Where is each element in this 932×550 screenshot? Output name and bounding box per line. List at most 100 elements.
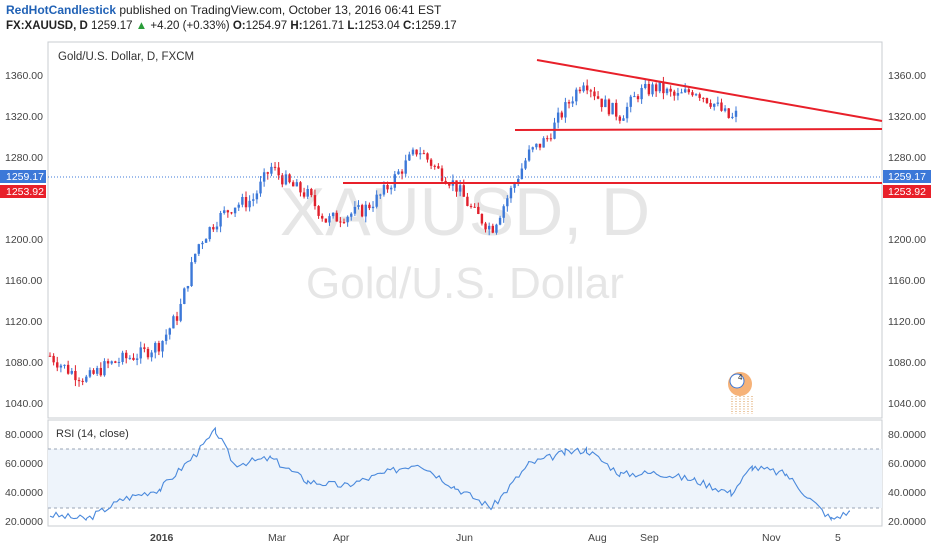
- candle-body: [517, 178, 520, 184]
- candle-body: [273, 166, 277, 168]
- candle-body: [549, 138, 553, 140]
- candle-body: [448, 183, 451, 186]
- x-tick: Apr: [333, 532, 350, 544]
- candle-body: [233, 207, 237, 214]
- candle-body: [208, 227, 211, 240]
- candle-body: [498, 217, 502, 225]
- candle-body: [95, 367, 99, 374]
- current-price-tag-left: [0, 170, 46, 183]
- candle-body: [571, 101, 574, 104]
- candle-body: [698, 94, 701, 98]
- candle-body: [74, 370, 77, 381]
- current-price-label-right: 1259.17: [888, 171, 926, 183]
- candle-body: [651, 84, 654, 95]
- candle-body: [400, 171, 404, 174]
- candle-body: [128, 357, 132, 359]
- rsi-title: RSI (14, close): [56, 428, 129, 440]
- support-price-tag-right: [883, 185, 931, 198]
- candle-body: [172, 316, 175, 329]
- low-value: 1253.04: [358, 20, 400, 32]
- y-tick-left: 1200.00: [5, 234, 43, 246]
- watermark-symbol: XAUUSD, D: [280, 174, 650, 250]
- candle-body: [241, 196, 244, 205]
- candle-body: [393, 174, 397, 188]
- up-arrow-icon: ▲: [135, 20, 148, 32]
- candle-body: [491, 225, 495, 233]
- candle-body: [110, 361, 113, 364]
- candle-body: [691, 92, 694, 96]
- candle-body: [506, 198, 509, 207]
- y-tick-left: 1320.00: [5, 111, 43, 123]
- y-tick-right: 1280.00: [888, 152, 926, 164]
- candle-body: [219, 212, 222, 227]
- candle-body: [676, 93, 680, 96]
- candle-body: [168, 328, 171, 335]
- candle-body: [705, 98, 709, 104]
- svg-text:4: 4: [738, 373, 743, 382]
- candle-body: [164, 334, 168, 341]
- candle-body: [85, 376, 88, 382]
- open-label: O:: [232, 20, 246, 32]
- candle-body: [59, 365, 63, 368]
- candle-body: [622, 118, 625, 121]
- candle-body: [77, 380, 81, 382]
- candle-body: [469, 205, 473, 207]
- symbol-label[interactable]: FX:XAUUSD, D: [6, 20, 88, 32]
- candle-body: [299, 182, 302, 193]
- candle-body: [487, 225, 491, 230]
- published-text: published on TradingView.com, October 13…: [119, 3, 442, 17]
- candle-body: [342, 221, 346, 223]
- candle-body: [727, 108, 730, 118]
- candle-body: [462, 185, 465, 197]
- candle-body: [513, 183, 516, 188]
- candle-body: [114, 361, 117, 363]
- candle-body: [589, 90, 593, 92]
- candle-body: [360, 205, 364, 217]
- candle-body: [629, 96, 632, 107]
- chart-header: RedHotCandlestick published on TradingVi…: [0, 0, 932, 38]
- candle-body: [310, 188, 313, 196]
- price-chart[interactable]: XAUUSD, D Gold/U.S. Dollar Gold/U.S. Dol…: [0, 38, 932, 550]
- candle-body: [673, 91, 676, 96]
- candles-group: [48, 76, 738, 387]
- candle-body: [647, 83, 651, 95]
- candle-body: [709, 103, 712, 107]
- candle-body: [567, 102, 571, 104]
- support-price-tag-left: [0, 185, 46, 198]
- candle-body: [713, 103, 716, 107]
- candle-body: [125, 352, 128, 359]
- candle-body: [52, 355, 55, 363]
- author-link[interactable]: RedHotCandlestick: [6, 3, 117, 17]
- x-tick: Aug: [588, 532, 607, 544]
- resistance-line[interactable]: [514, 128, 883, 131]
- x-tick: Nov: [762, 532, 781, 544]
- candle-body: [252, 199, 255, 201]
- low-label: L:: [347, 20, 359, 32]
- candle-body: [215, 226, 219, 230]
- y-tick-left: 1280.00: [5, 152, 43, 164]
- candle-body: [143, 347, 146, 349]
- candle-body: [531, 147, 534, 150]
- candle-body: [346, 216, 349, 223]
- x-tick: Mar: [268, 532, 287, 544]
- rsi-tick-right: 20.0000: [888, 516, 926, 528]
- y-tick-right: 1040.00: [888, 398, 926, 410]
- candle-body: [81, 380, 84, 382]
- high-value: 1261.71: [302, 20, 345, 32]
- ohlc-line: FX:XAUUSD, D 1259.17 ▲ +4.20 (+0.33%) O:…: [6, 20, 457, 32]
- candle-body: [582, 85, 585, 92]
- candle-body: [99, 367, 103, 376]
- descending-trendline[interactable]: [536, 59, 883, 122]
- candle-body: [658, 82, 661, 92]
- earnings-event-badge[interactable]: 4: [728, 372, 753, 414]
- candle-body: [270, 166, 273, 174]
- candle-body: [350, 213, 353, 217]
- candle-body: [538, 143, 542, 148]
- candle-body: [694, 94, 698, 96]
- candle-body: [524, 160, 527, 169]
- y-tick-right: 1160.00: [888, 275, 925, 287]
- price-pane[interactable]: [47, 41, 883, 419]
- candle-body: [335, 212, 338, 222]
- candle-body: [353, 206, 357, 214]
- candle-body: [636, 96, 640, 100]
